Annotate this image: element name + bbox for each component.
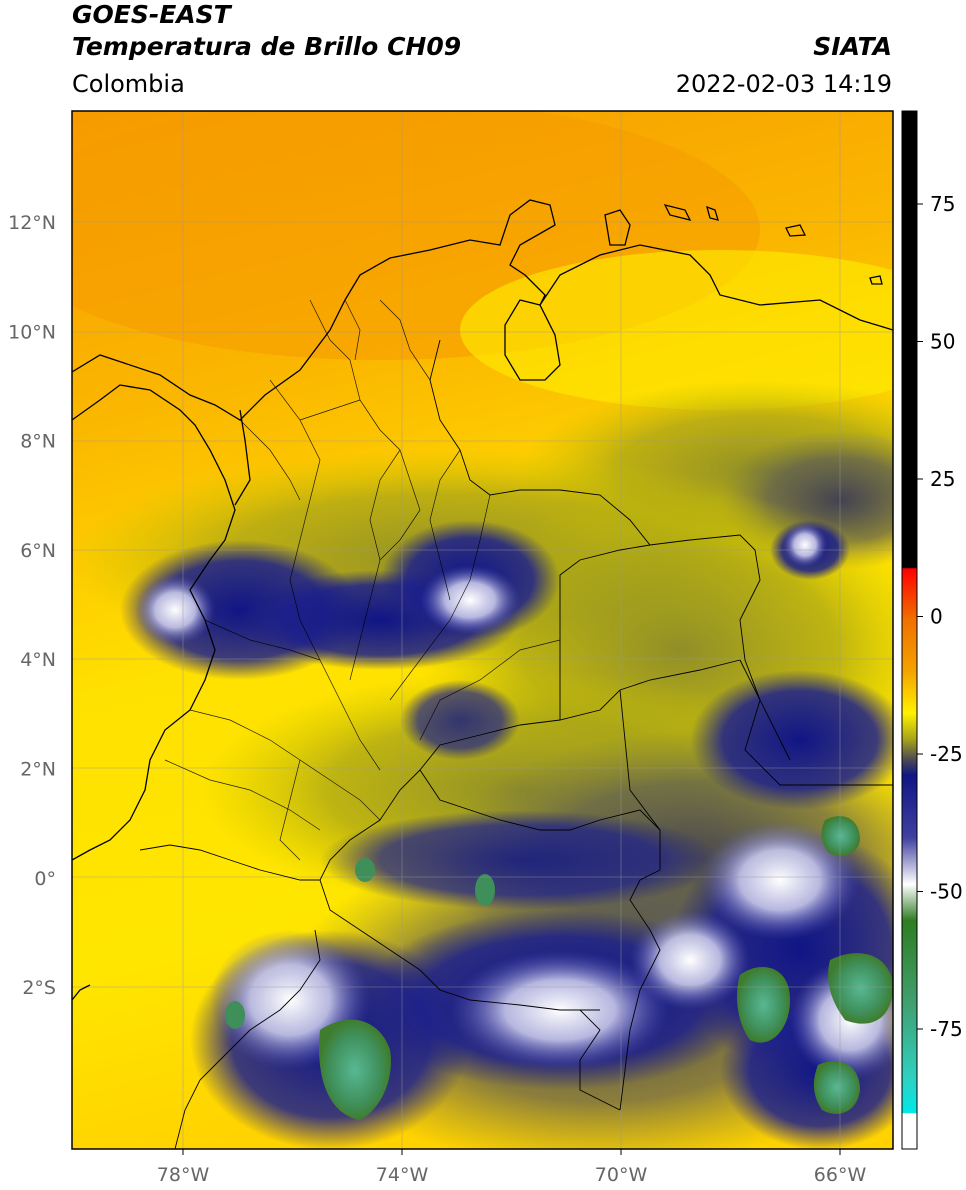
lon-label: 70°W (595, 1164, 648, 1186)
region-label: Colombia (72, 70, 185, 98)
title-line-1: GOES-EAST (72, 0, 231, 29)
lat-label: 8°N (20, 431, 56, 453)
lon-label: 74°W (376, 1164, 429, 1186)
lat-label: 2°N (20, 759, 56, 781)
title-line-2: Temperatura de Brillo CH09 (72, 32, 462, 61)
colorbar-tick-label: 0 (930, 605, 943, 629)
department-borders (164, 299, 561, 861)
lon-label: 66°W (814, 1164, 867, 1186)
colorbar-tick-label: 25 (930, 467, 955, 491)
lat-label: 12°N (8, 212, 56, 234)
borders (139, 339, 893, 1149)
map-frame (71, 110, 894, 1150)
datetime-label: 2022-02-03 14:19 (675, 70, 892, 98)
lat-label: 4°N (20, 649, 56, 671)
lon-label: 78°W (157, 1164, 210, 1186)
brand-label: SIATA (813, 32, 892, 61)
graticule (72, 111, 893, 1149)
colorbar-tick-label: 50 (930, 330, 955, 354)
colorbar-frame (901, 110, 918, 1150)
colorbar (902, 111, 917, 1149)
lat-label: 2°S (22, 977, 56, 999)
colorbar-tick-label: -75 (930, 1017, 963, 1041)
colorbar-tick-label: 75 (930, 192, 955, 216)
latitude-labels: 12°N 10°N 8°N 6°N 4°N 2°N 0° 2°S (8, 212, 56, 999)
lat-label: 0° (34, 868, 56, 890)
colorbar-tick-label: -50 (930, 880, 963, 904)
coastlines (72, 199, 893, 1001)
lat-label: 10°N (8, 321, 56, 343)
colorbar-ticks: 75 50 25 0 -25 -50 -75 (917, 192, 963, 1041)
longitude-labels: 78°W 74°W 70°W 66°W (157, 1149, 867, 1186)
map-image (72, 111, 893, 1149)
colorbar-tick-label: -25 (930, 742, 963, 766)
lat-label: 6°N (20, 540, 56, 562)
